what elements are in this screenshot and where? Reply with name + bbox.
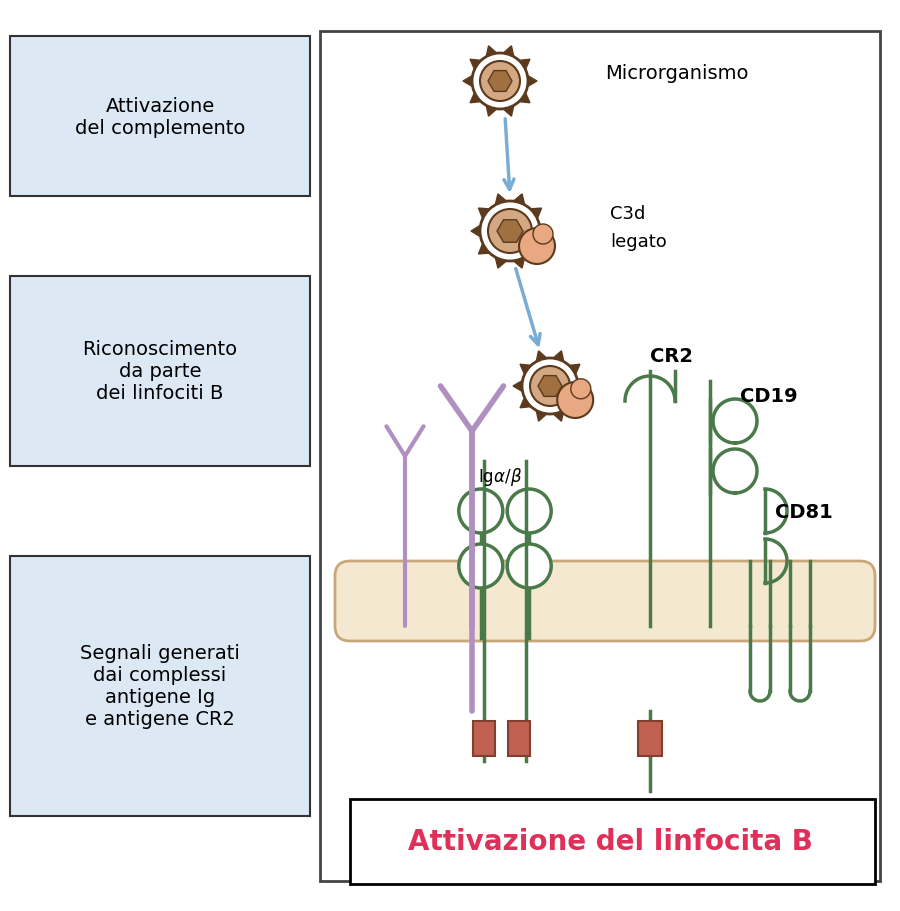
Polygon shape (463, 77, 473, 87)
Polygon shape (530, 244, 542, 255)
FancyBboxPatch shape (10, 37, 310, 197)
Circle shape (508, 489, 551, 534)
Polygon shape (513, 258, 525, 269)
Polygon shape (538, 376, 562, 397)
Polygon shape (470, 60, 482, 70)
Circle shape (508, 545, 551, 589)
Polygon shape (554, 411, 563, 422)
Polygon shape (530, 209, 542, 220)
Circle shape (557, 383, 593, 418)
FancyBboxPatch shape (10, 557, 310, 816)
Circle shape (480, 62, 520, 102)
Polygon shape (519, 94, 530, 104)
Circle shape (530, 366, 570, 406)
Polygon shape (470, 94, 482, 104)
FancyBboxPatch shape (10, 277, 310, 466)
Polygon shape (495, 195, 507, 206)
Circle shape (519, 229, 555, 265)
Text: Riconoscimento
da parte
dei linfociti B: Riconoscimento da parte dei linfociti B (83, 340, 238, 403)
Polygon shape (471, 226, 481, 238)
Polygon shape (486, 107, 497, 117)
Polygon shape (569, 364, 580, 375)
Polygon shape (520, 398, 531, 408)
Circle shape (533, 225, 553, 245)
Polygon shape (536, 352, 547, 363)
Text: Microrganismo: Microrganismo (605, 65, 749, 84)
FancyBboxPatch shape (335, 561, 875, 641)
Polygon shape (486, 46, 497, 57)
Polygon shape (497, 220, 523, 243)
FancyBboxPatch shape (350, 799, 875, 884)
Polygon shape (520, 364, 531, 375)
Circle shape (488, 210, 532, 254)
Circle shape (459, 489, 503, 534)
Polygon shape (503, 107, 514, 117)
Polygon shape (554, 352, 563, 363)
Polygon shape (513, 381, 523, 392)
Text: Attivazione del linfocita B: Attivazione del linfocita B (408, 827, 813, 855)
Polygon shape (578, 381, 587, 392)
Polygon shape (536, 411, 547, 422)
FancyBboxPatch shape (473, 722, 495, 756)
Circle shape (571, 379, 590, 399)
Text: C3d: C3d (610, 205, 645, 223)
FancyBboxPatch shape (320, 32, 880, 881)
Circle shape (472, 54, 528, 110)
Polygon shape (569, 398, 580, 408)
Polygon shape (488, 72, 512, 92)
Polygon shape (503, 46, 514, 57)
Polygon shape (539, 226, 549, 238)
Text: CD81: CD81 (775, 502, 832, 521)
Text: Ig$\alpha$/$\beta$: Ig$\alpha$/$\beta$ (478, 466, 522, 487)
Polygon shape (479, 209, 490, 220)
Text: Attivazione
del complemento: Attivazione del complemento (75, 97, 245, 138)
Polygon shape (519, 60, 530, 70)
Polygon shape (495, 258, 507, 269)
Polygon shape (513, 195, 525, 206)
FancyBboxPatch shape (508, 722, 530, 756)
Circle shape (480, 201, 540, 261)
Polygon shape (527, 77, 537, 87)
Polygon shape (479, 244, 490, 255)
Text: CD19: CD19 (740, 387, 797, 406)
Text: legato: legato (610, 232, 667, 251)
Text: Segnali generati
dai complessi
antigene Ig
e antigene CR2: Segnali generati dai complessi antigene … (80, 644, 240, 729)
Circle shape (522, 359, 578, 415)
Circle shape (459, 545, 503, 589)
Text: CR2: CR2 (650, 347, 693, 366)
FancyBboxPatch shape (638, 722, 662, 756)
